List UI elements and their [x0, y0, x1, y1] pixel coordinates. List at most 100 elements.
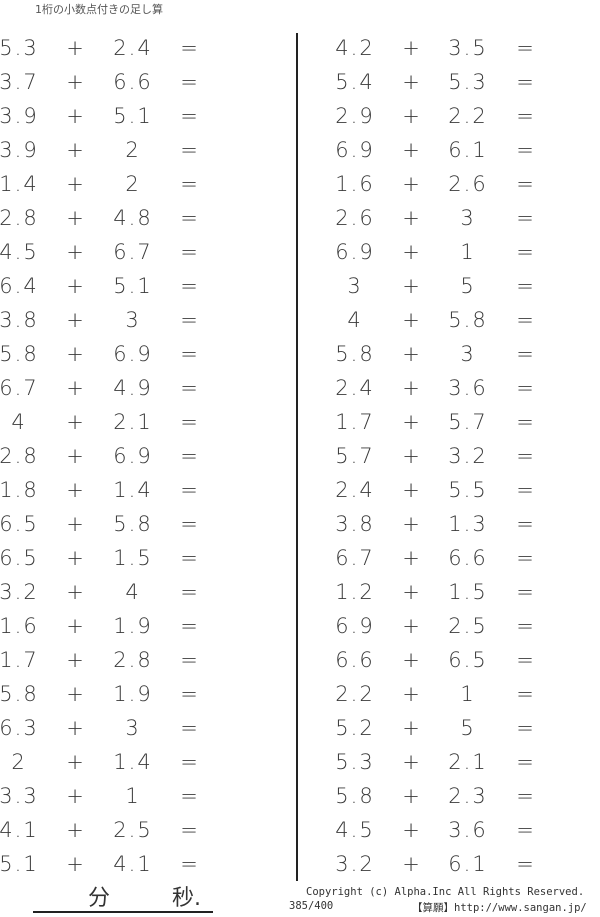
- column-divider: [296, 33, 298, 881]
- copyright-text: Copyright (c) Alpha.Inc All Rights Reser…: [306, 886, 585, 898]
- operand-a: 2.2: [335, 682, 375, 706]
- plus-sign: +: [66, 580, 86, 604]
- equals-sign: =: [180, 444, 200, 468]
- operand-a: 2.6: [335, 206, 375, 230]
- plus-sign: +: [402, 478, 422, 502]
- plus-sign: +: [402, 240, 422, 264]
- operand-b: 2.8: [113, 648, 153, 672]
- equals-sign: =: [180, 682, 200, 706]
- seconds-label: 秒.: [172, 886, 201, 911]
- equals-sign: =: [516, 172, 536, 196]
- operand-a: 1.7: [0, 648, 39, 672]
- operand-b: 2.5: [113, 818, 153, 842]
- plus-sign: +: [66, 614, 86, 638]
- minutes-label: 分: [88, 886, 111, 911]
- equals-sign: =: [516, 138, 536, 162]
- plus-sign: +: [402, 172, 422, 196]
- equals-sign: =: [180, 308, 200, 332]
- operand-a: 4: [347, 308, 363, 332]
- operand-b: 2.5: [448, 614, 488, 638]
- plus-sign: +: [66, 308, 86, 332]
- operand-a: 2.4: [335, 376, 375, 400]
- operand-a: 2.8: [0, 444, 39, 468]
- plus-sign: +: [402, 852, 422, 876]
- equals-sign: =: [180, 376, 200, 400]
- operand-a: 3.7: [0, 70, 39, 94]
- plus-sign: +: [66, 716, 86, 740]
- operand-b: 2.1: [448, 750, 488, 774]
- equals-sign: =: [516, 852, 536, 876]
- plus-sign: +: [66, 70, 86, 94]
- equals-sign: =: [180, 784, 200, 808]
- equals-sign: =: [180, 750, 200, 774]
- equals-sign: =: [180, 716, 200, 740]
- equals-sign: =: [180, 648, 200, 672]
- operand-a: 6.9: [335, 138, 375, 162]
- operand-a: 3: [347, 274, 363, 298]
- plus-sign: +: [402, 648, 422, 672]
- operand-b: 6.9: [113, 342, 153, 366]
- operand-b: 1.5: [113, 546, 153, 570]
- operand-a: 6.4: [0, 274, 39, 298]
- plus-sign: +: [66, 648, 86, 672]
- operand-b: 6.1: [448, 138, 488, 162]
- equals-sign: =: [180, 138, 200, 162]
- operand-b: 6.1: [448, 852, 488, 876]
- plus-sign: +: [66, 172, 86, 196]
- operand-a: 6.5: [0, 512, 39, 536]
- operand-b: 1: [460, 240, 476, 264]
- operand-a: 5.8: [335, 784, 375, 808]
- equals-sign: =: [516, 36, 536, 60]
- operand-b: 5: [460, 716, 476, 740]
- plus-sign: +: [402, 308, 422, 332]
- plus-sign: +: [66, 512, 86, 536]
- plus-sign: +: [66, 478, 86, 502]
- operand-b: 4.1: [113, 852, 153, 876]
- operand-a: 3.3: [0, 784, 39, 808]
- equals-sign: =: [516, 580, 536, 604]
- plus-sign: +: [402, 274, 422, 298]
- operand-a: 3.2: [0, 580, 39, 604]
- operand-a: 6.5: [0, 546, 39, 570]
- operand-a: 5.8: [335, 342, 375, 366]
- operand-b: 5: [460, 274, 476, 298]
- operand-a: 1.8: [0, 478, 39, 502]
- equals-sign: =: [516, 104, 536, 128]
- operand-a: 4.1: [0, 818, 39, 842]
- equals-sign: =: [180, 172, 200, 196]
- operand-a: 5.2: [335, 716, 375, 740]
- operand-a: 3.9: [0, 104, 39, 128]
- site-url: 【算願】http://www.sangan.jp/: [412, 902, 587, 914]
- operand-b: 5.8: [113, 512, 153, 536]
- equals-sign: =: [516, 818, 536, 842]
- equals-sign: =: [516, 206, 536, 230]
- operand-b: 5.1: [113, 274, 153, 298]
- operand-b: 4: [125, 580, 141, 604]
- plus-sign: +: [66, 104, 86, 128]
- plus-sign: +: [402, 70, 422, 94]
- equals-sign: =: [180, 512, 200, 536]
- equals-sign: =: [180, 70, 200, 94]
- operand-b: 5.3: [448, 70, 488, 94]
- plus-sign: +: [402, 546, 422, 570]
- equals-sign: =: [180, 240, 200, 264]
- plus-sign: +: [402, 614, 422, 638]
- plus-sign: +: [66, 852, 86, 876]
- operand-a: 1.7: [335, 410, 375, 434]
- plus-sign: +: [66, 206, 86, 230]
- equals-sign: =: [516, 240, 536, 264]
- operand-a: 5.7: [335, 444, 375, 468]
- plus-sign: +: [66, 342, 86, 366]
- equals-sign: =: [516, 784, 536, 808]
- operand-a: 4.2: [335, 36, 375, 60]
- operand-b: 3: [460, 342, 476, 366]
- operand-a: 6.7: [0, 376, 39, 400]
- operand-a: 2.8: [0, 206, 39, 230]
- plus-sign: +: [402, 682, 422, 706]
- page-number: 385/400: [289, 900, 334, 912]
- worksheet-title: 1桁の小数点付きの足し算: [35, 3, 163, 16]
- operand-a: 6.6: [335, 648, 375, 672]
- operand-b: 4.9: [113, 376, 153, 400]
- plus-sign: +: [66, 784, 86, 808]
- plus-sign: +: [402, 104, 422, 128]
